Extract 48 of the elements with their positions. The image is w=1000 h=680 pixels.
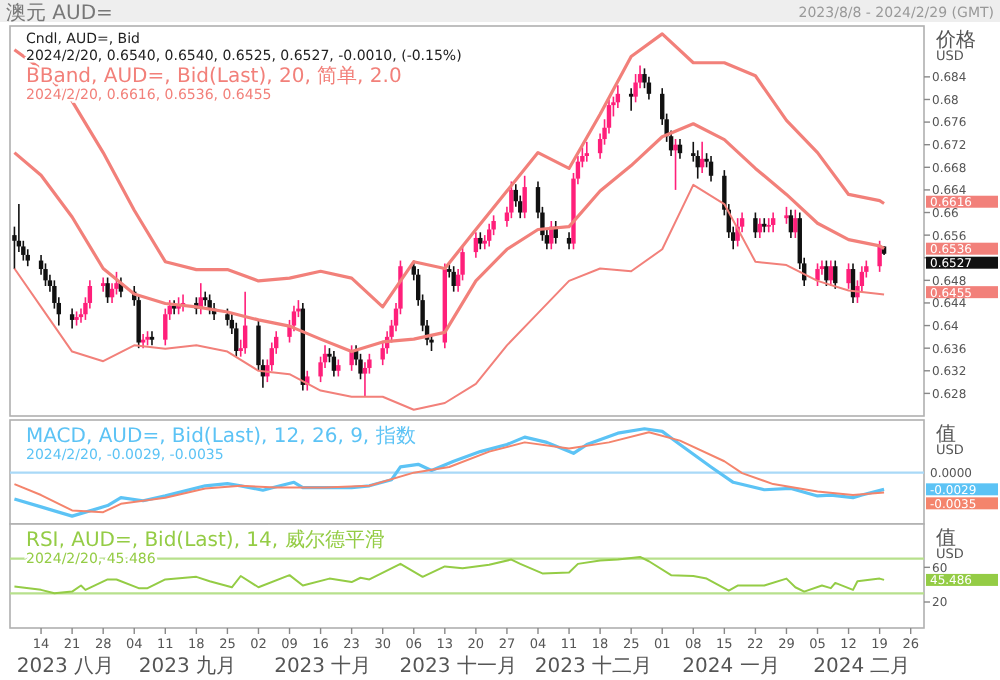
candlestick [846,262,851,290]
series-label: MACD, AUD=, Bid(Last), 12, 26, 9, 指数 [26,424,416,448]
candlestick [877,239,882,273]
candlestick [793,208,798,239]
candlestick [628,87,634,112]
candlestick [584,141,589,163]
candlestick [149,330,155,347]
candlestick [114,271,119,296]
candlestick [766,217,771,234]
candlestick [633,73,638,104]
candlestick [753,211,758,239]
candlestick [824,259,829,287]
line-series [12,32,886,309]
series-label: RSI, AUD=, Bid(Last), 14, 威尔德平滑 [26,528,385,552]
candlestick [473,231,479,259]
candlestick [358,353,363,381]
candlestick [788,208,794,239]
candlestick [509,180,514,219]
candlestick [105,276,110,304]
text: 2023 九月 [138,654,237,678]
candlestick [136,293,141,349]
chart-title: 澳元 AUD= [6,1,113,25]
candlestick [203,290,208,307]
candlestick [349,344,354,372]
candlestick [833,259,838,290]
candlestick [770,211,776,234]
candlestick [331,350,337,378]
candlestick [673,138,678,191]
candlestick [708,155,714,183]
text: 2023 十二月 [534,654,653,678]
candlestick [486,223,492,248]
candlestick [815,262,820,287]
candlestick [100,276,106,293]
line-series [13,555,886,595]
text: 2024 二月 [813,656,911,678]
candlestick [43,262,48,287]
candlestick [362,361,368,398]
text: 2024 一月 [682,656,780,678]
text: 2023 十一月 [399,654,517,678]
candlestick [762,217,767,234]
candlestick [828,259,834,287]
candlestick [234,321,239,358]
candlestick [163,307,168,347]
candlestick [69,307,75,330]
candlestick [522,174,527,219]
text: 2023 八月 [16,656,115,678]
text: 2023 十月 [274,654,372,678]
candlestick [451,265,456,293]
